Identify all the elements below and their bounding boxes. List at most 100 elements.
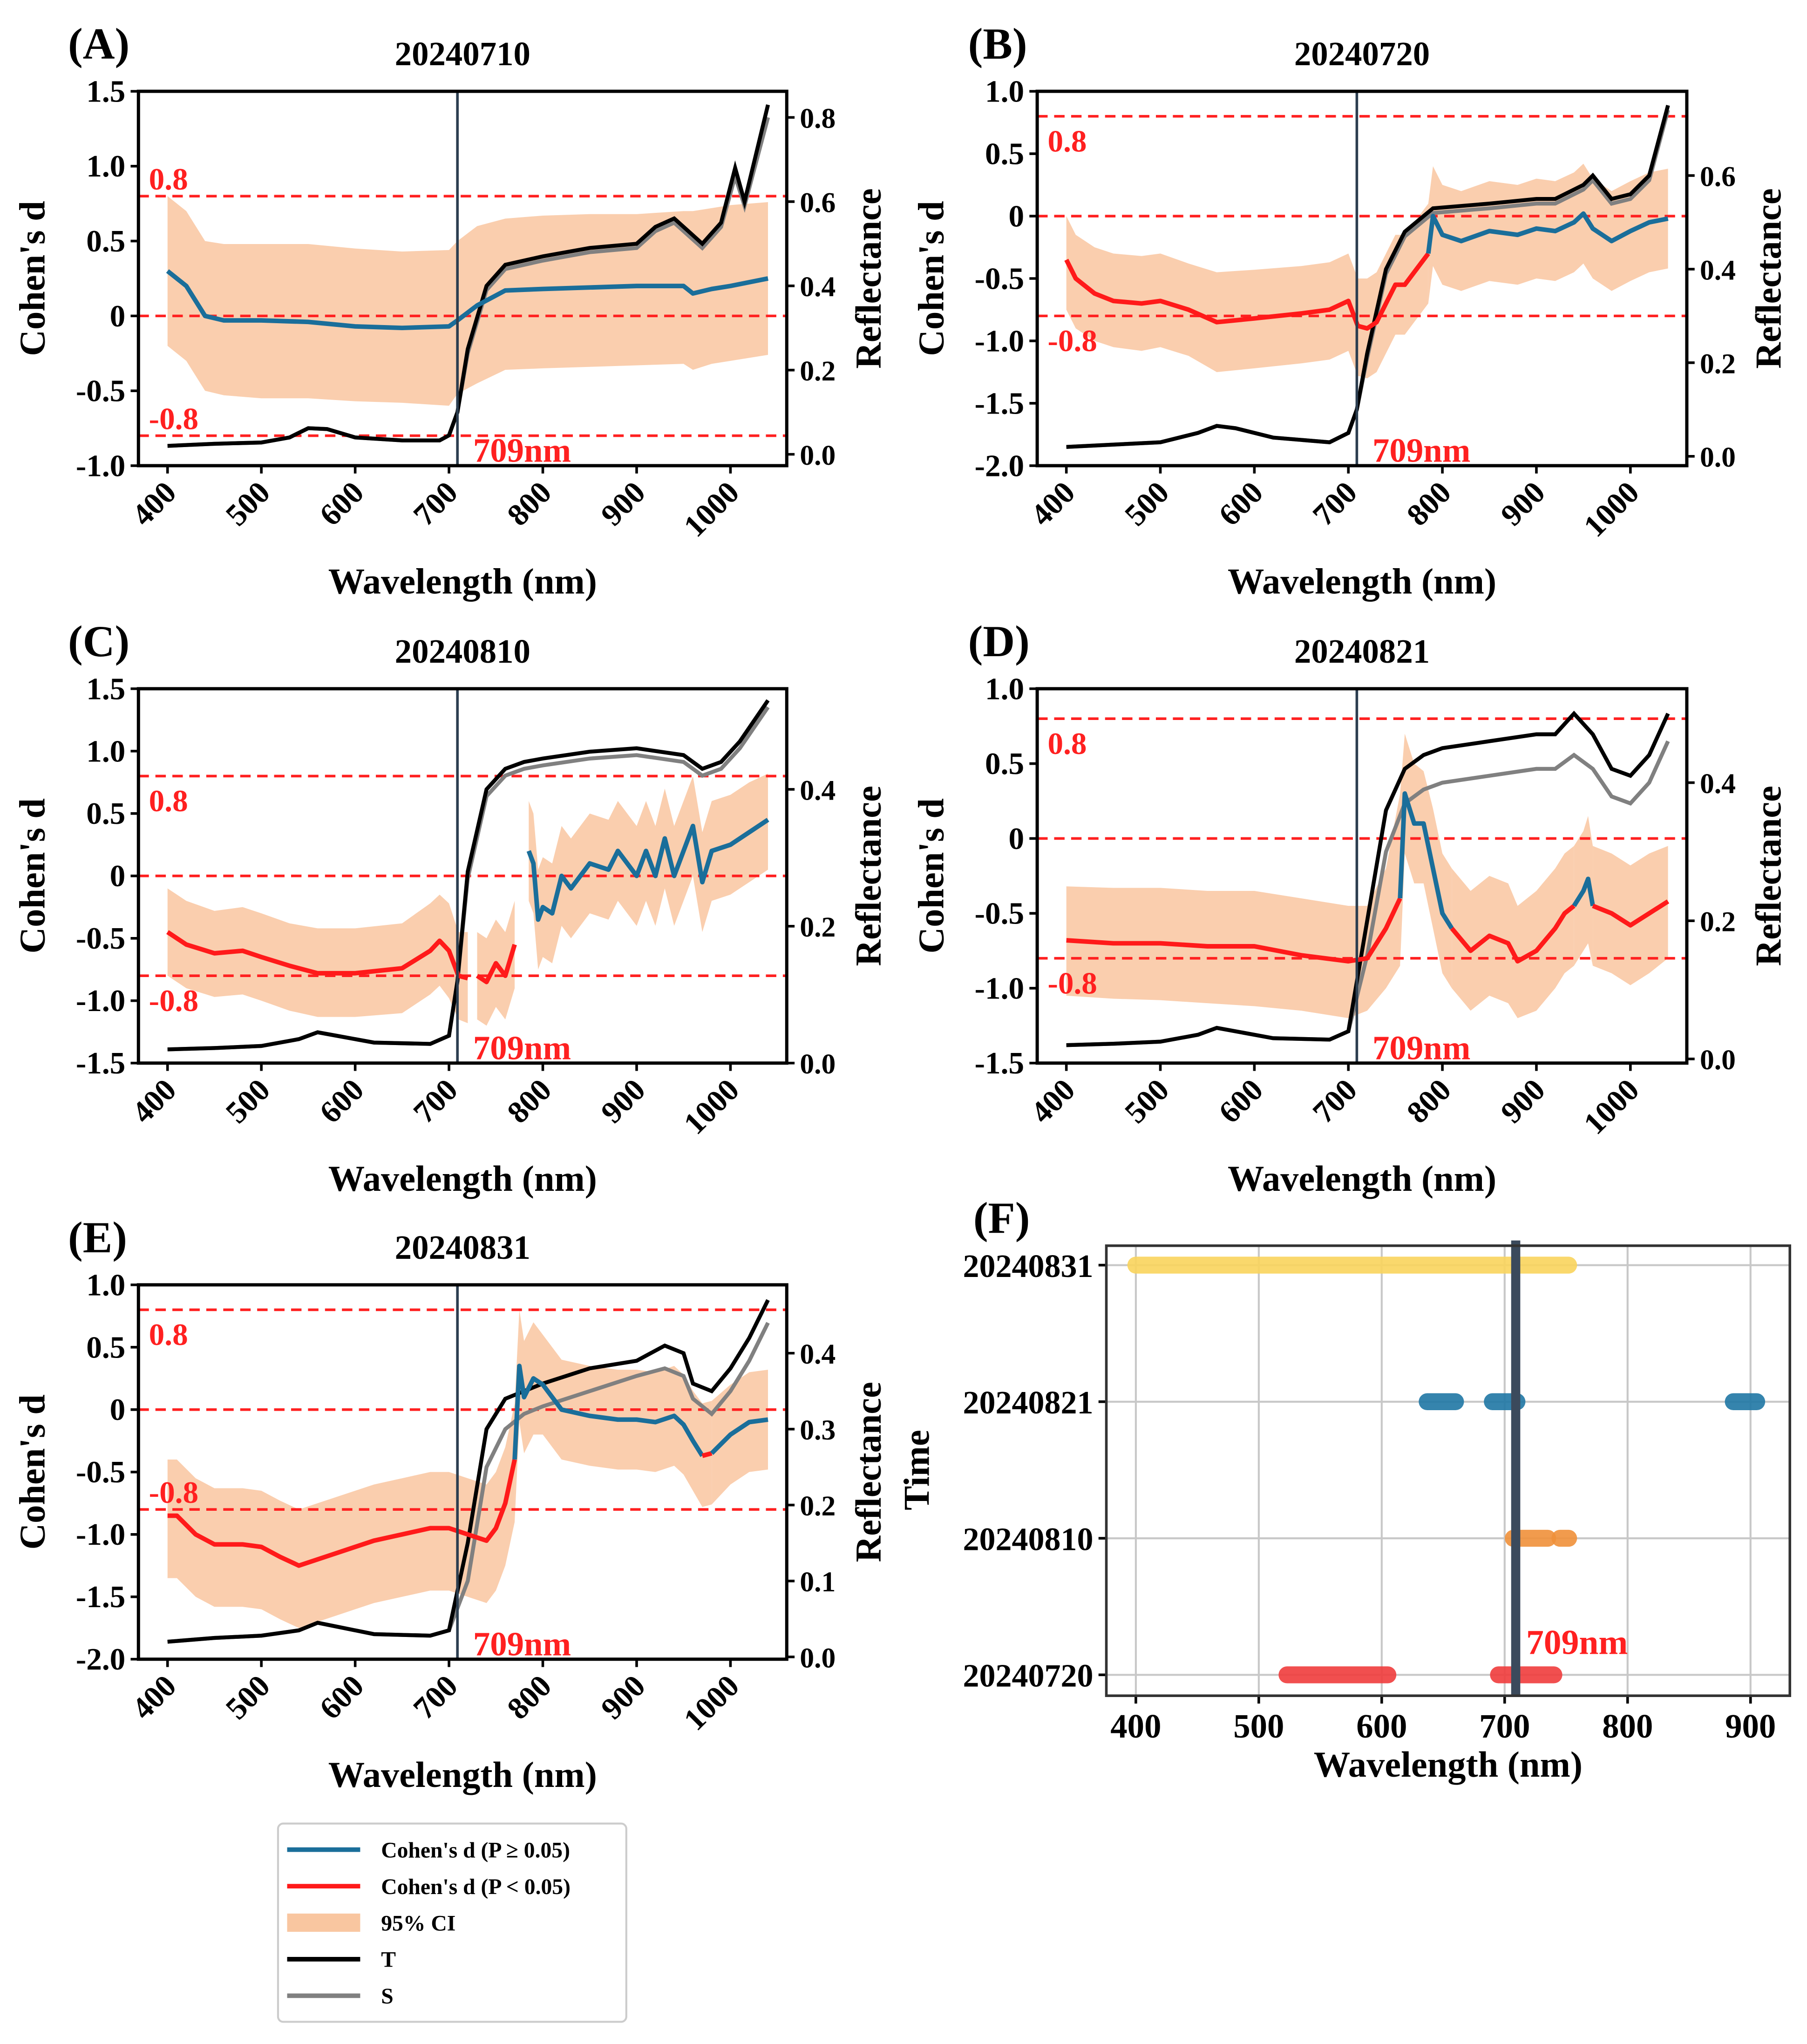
x-tick-label: 500 (1233, 1707, 1284, 1745)
plot-frame (136, 89, 788, 468)
cohens-d-significant-line (167, 1459, 517, 1568)
y-tick-label: 20240821 (963, 1385, 1093, 1421)
x-tick-label: 800 (1602, 1707, 1653, 1745)
ci-band (529, 774, 768, 970)
cohens-d-significant-line (1592, 899, 1670, 928)
cohens-d-significant-line (476, 944, 517, 985)
plot-area (1037, 105, 1687, 449)
threshold-label: 0.8 (1047, 123, 1087, 158)
threshold-label: -0.8 (1047, 323, 1097, 358)
y-tick-left-label: 0 (110, 299, 126, 333)
y-tick-right-label: 0.0 (800, 1642, 836, 1674)
panel-label: (C) (68, 617, 129, 666)
panel-label: (F) (973, 1193, 1030, 1243)
threshold-label: 0.8 (1047, 726, 1087, 761)
plot-area (138, 104, 787, 448)
ci-band (712, 1370, 768, 1505)
vline-label: 709nm (1372, 1029, 1470, 1066)
y-tick-left-label: -0.5 (975, 896, 1024, 931)
y-tick-right-label: 0.4 (1700, 768, 1736, 800)
y-tick-left-label: 0.5 (86, 796, 125, 831)
legend-item-label: T (381, 1948, 396, 1972)
x-tick-label: 700 (1479, 1707, 1530, 1745)
cohens-d-nonsignificant-line (512, 1364, 705, 1460)
y-tick-right-label: 0.0 (800, 440, 836, 471)
reflectance-line-T (167, 1299, 770, 1644)
y-tick-left-label: -0.5 (975, 261, 1024, 296)
y-axis-label-right: Reflectance (1748, 188, 1789, 368)
x-axis-label: Wavelength (nm) (328, 561, 597, 601)
chart-title: 20240710 (395, 35, 530, 73)
panel-label: (A) (68, 19, 129, 68)
reflectance-line-T (167, 104, 770, 448)
y-tick-right-label: 0.1 (800, 1566, 836, 1598)
vline-label: 709nm (473, 1625, 571, 1663)
y-tick-right-label: 0.0 (800, 1048, 836, 1080)
y-tick-left-label: -1.0 (76, 1517, 125, 1552)
cohens-d-significant-line (166, 930, 469, 981)
ci-band (515, 1310, 703, 1522)
y-tick-right-label: 0.6 (800, 187, 836, 218)
y-axis-label-right: Reflectance (848, 188, 889, 368)
threshold-label: -0.8 (149, 401, 198, 436)
cohens-d-significant-line (1064, 252, 1430, 331)
y-tick-right-label: 0.0 (1700, 441, 1736, 473)
y-tick-left-label: 0.5 (985, 746, 1024, 781)
y-tick-left-label: -0.5 (76, 373, 125, 408)
legend-item-label: Cohen's d (P ≥ 0.05) (381, 1838, 570, 1862)
cohens-d-nonsignificant-line (1398, 791, 1454, 930)
reflectance-line-T (1066, 105, 1670, 449)
y-tick-right-label: 0.4 (800, 1338, 836, 1370)
y-axis-label: Time (897, 1430, 937, 1510)
y-tick-left-label: 0 (110, 1392, 126, 1427)
y-axis-label-right: Reflectance (848, 786, 889, 966)
y-tick-right-label: 0.2 (1700, 906, 1736, 938)
y-tick-right-label: 0.4 (800, 271, 836, 303)
legend-item-label: S (381, 1984, 393, 2009)
y-tick-left-label: 1.0 (985, 74, 1024, 109)
y-axis-label-left: Cohen's d (12, 1394, 53, 1549)
panel-label: (D) (968, 617, 1030, 666)
y-tick-left-label: 0 (1008, 821, 1024, 856)
panel-label: (B) (968, 19, 1027, 68)
y-tick-right-label: 0.3 (800, 1414, 836, 1446)
y-tick-left-label: 0.5 (86, 224, 125, 258)
cohens-d-significant-line (701, 1451, 713, 1458)
threshold-label: -0.8 (149, 1475, 198, 1510)
y-tick-left-label: -1.0 (975, 971, 1024, 1005)
panel-f: 400 500 600 700 800 900 20240720 20240810 202408… (897, 1193, 1792, 1785)
y-tick-left-label: -2.0 (975, 448, 1024, 483)
plot-area (138, 1299, 787, 1644)
y-tick-left-label: 0.5 (985, 136, 1024, 171)
y-tick-right-label: 0.4 (1700, 254, 1736, 286)
y-tick-label: 20240810 (963, 1521, 1093, 1557)
y-tick-left-label: 1.0 (985, 671, 1024, 706)
ci-band (167, 888, 468, 1023)
legend-box (277, 1822, 627, 2023)
y-tick-left-label: -1.5 (975, 1046, 1024, 1080)
y-axis-label-right: Reflectance (1748, 786, 1789, 966)
chart-title: 20240821 (1294, 632, 1430, 670)
plot-area (138, 699, 787, 1052)
ci-band (1593, 846, 1668, 985)
x-axis-label: Wavelength (nm) (1228, 561, 1496, 601)
threshold-label: -0.8 (1047, 965, 1097, 1000)
threshold-label: -0.8 (149, 983, 198, 1018)
y-tick-left-label: -1.0 (76, 983, 125, 1018)
cohens-d-significant-line (1066, 897, 1402, 964)
plot-area (1037, 711, 1687, 1047)
y-tick-left-label: 1.5 (86, 671, 125, 706)
y-tick-right-label: 0.0 (1700, 1044, 1736, 1076)
legend: Cohen's d (P ≥ 0.05) Cohen's d (P < 0.05)… (277, 1822, 627, 2023)
y-tick-right-label: 0.2 (800, 355, 836, 387)
y-tick-right-label: 0.2 (800, 1490, 836, 1522)
y-tick-left-label: -1.0 (975, 323, 1024, 358)
y-tick-right-label: 0.6 (1700, 161, 1736, 192)
x-tick-label: 400 (1110, 1707, 1161, 1745)
plot-frame (1035, 687, 1689, 1065)
vline-label: 709nm (1526, 1623, 1628, 1662)
y-tick-label: 20240720 (963, 1658, 1093, 1694)
y-axis-label-left: Cohen's d (910, 201, 951, 356)
